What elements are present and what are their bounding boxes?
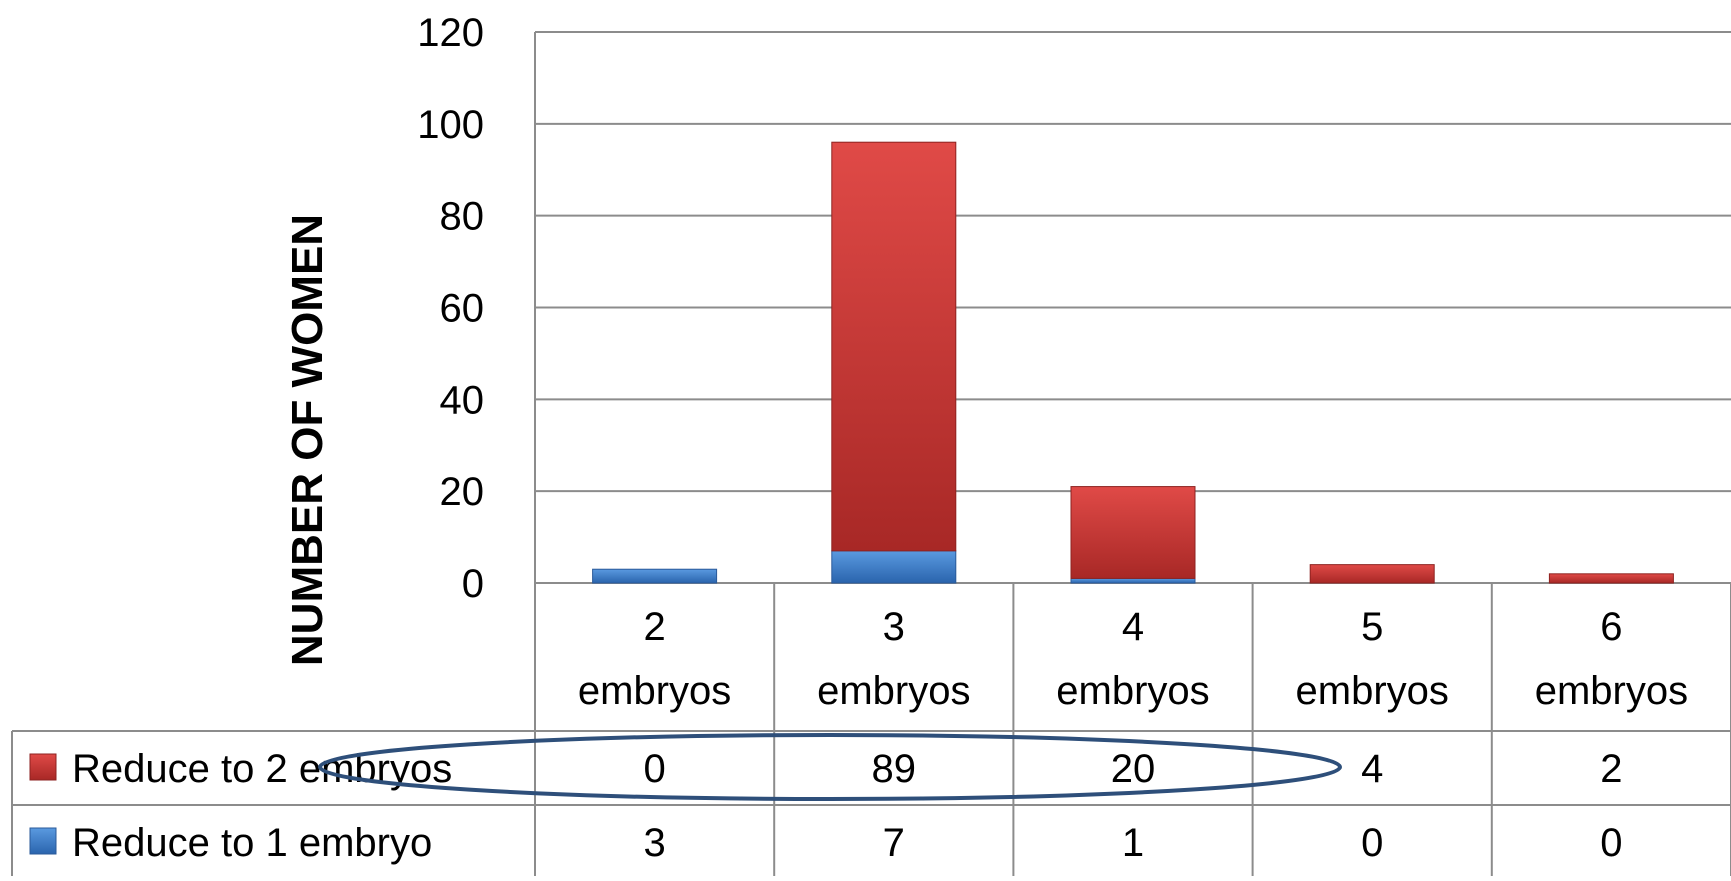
x-category-label: 2 embryos [578,605,731,713]
y-tick-label: 80 [440,195,485,239]
data-table: 2 embryos 3 embryos 4 embryos 5 embryos 6 embryos… [11,583,1731,876]
bar-reduce-to-1 [1070,577,1196,584]
x-category-label: 5 embryos [1296,605,1449,713]
highlight-ellipse [318,733,1342,801]
y-tick-label: 100 [417,103,484,147]
bars [592,141,1674,584]
bar-reduce-to-2 [1070,486,1196,579]
y-tick-label: 120 [417,11,484,55]
y-tick-label: 20 [440,470,485,514]
y-tick-label: 0 [462,562,484,606]
legend-label: Reduce to 1 embryo [72,821,432,865]
bar-reduce-to-2 [831,141,957,552]
bar-reduce-to-2 [1309,564,1435,584]
bar-reduce-to-1 [831,550,957,584]
gridlines [535,31,1731,584]
table-cell-value: 7 [883,821,905,865]
table-cell-value: 4 [1361,747,1383,791]
legend-swatch [29,753,57,781]
table-cell-value: 2 [1600,747,1622,791]
y-tick-label: 60 [440,287,485,331]
bar-reduce-to-1 [592,568,718,584]
legend-swatch [29,827,57,855]
x-category-label: 3 embryos [817,605,970,713]
x-category-label: 4 embryos [1056,605,1209,713]
table-cell-value: 89 [872,747,917,791]
table-cell-value: 20 [1111,747,1156,791]
table-cell-value: 0 [1600,821,1622,865]
table-cell-value: 1 [1122,821,1144,865]
y-axis: 0 20 40 60 80 100 120 [417,11,536,606]
x-category-label: 6 embryos [1535,605,1688,713]
y-axis-label: NUMBER OF WOMEN [283,214,332,666]
table-cell-value: 0 [1361,821,1383,865]
bar-reduce-to-2 [1548,573,1674,584]
y-tick-label: 40 [440,378,485,422]
table-cell-value: 3 [643,821,665,865]
table-cell-value: 0 [643,747,665,791]
